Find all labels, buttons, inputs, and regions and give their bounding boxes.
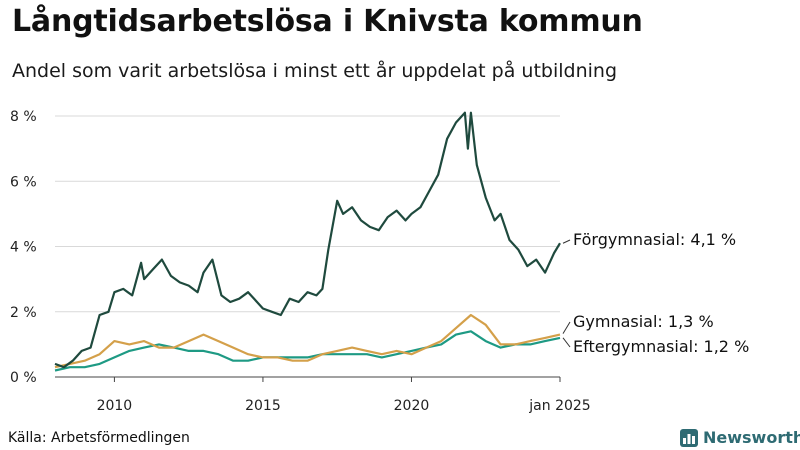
y-tick-label: 8 % xyxy=(10,109,37,125)
chart-subtitle: Andel som varit arbetslösa i minst ett å… xyxy=(12,60,618,82)
y-tick-label: 2 % xyxy=(10,305,37,321)
series-line-gymnasial xyxy=(54,313,561,369)
brand-name: Newsworthy xyxy=(703,428,800,447)
y-tick-label: 6 % xyxy=(10,174,37,190)
x-tick-label: 2010 xyxy=(97,398,133,414)
label-leader xyxy=(562,337,571,348)
series-end-label: Eftergymnasial: 1,2 % xyxy=(573,337,749,356)
series-end-label: Gymnasial: 1,3 % xyxy=(573,312,714,331)
label-leader xyxy=(562,321,571,334)
source-note: Källa: Arbetsförmedlingen xyxy=(8,430,190,446)
y-tick-label: 4 % xyxy=(10,240,37,256)
x-tick-label: 2015 xyxy=(245,398,281,414)
series-end-label: Förgymnasial: 4,1 % xyxy=(573,230,736,249)
gridlines xyxy=(55,115,560,378)
chart-title: Långtidsarbetslösa i Knivsta kommun xyxy=(12,4,643,39)
x-tick-label: 2020 xyxy=(394,398,430,414)
series-line-förgymnasial xyxy=(54,111,561,369)
line-labels: Förgymnasial: 4,1 % Gymnasial: 1,3 % Efter… xyxy=(562,230,749,356)
y-axis: 0 % 2 % 4 % 6 % 8 % xyxy=(10,109,37,386)
line-chart: 0 % 2 % 4 % 6 % 8 % 2010 2015 2020 jan 2025 För… xyxy=(10,109,749,414)
bar-chart-icon xyxy=(680,428,698,447)
series-line-eftergymnasial xyxy=(54,330,561,372)
series-lines xyxy=(54,111,561,372)
y-tick-label: 0 % xyxy=(10,370,37,386)
label-leader xyxy=(562,239,571,244)
brand-logo: Newsworthy xyxy=(680,428,800,447)
x-tick-label: jan 2025 xyxy=(528,398,590,414)
x-axis: 2010 2015 2020 jan 2025 xyxy=(97,377,591,414)
